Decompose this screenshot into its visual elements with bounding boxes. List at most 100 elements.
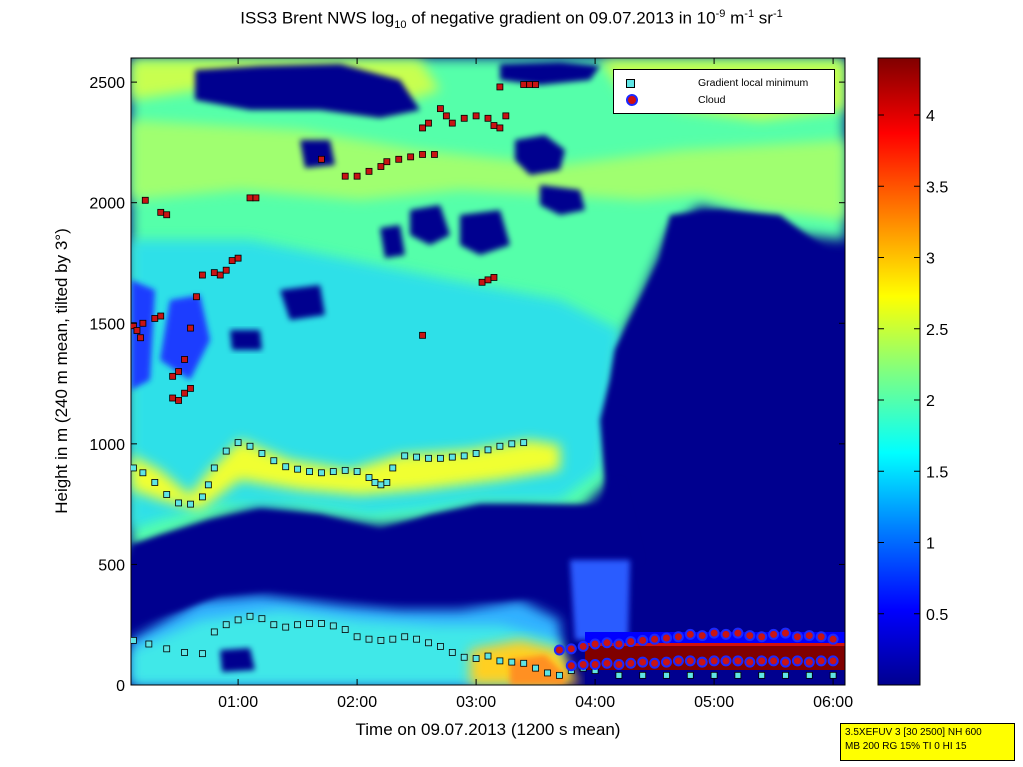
cloud-point [625, 657, 637, 669]
gradient-minimum-point [371, 479, 379, 486]
layer-point [395, 155, 403, 163]
legend: Gradient local minimum Cloud [613, 69, 835, 114]
gradient-minimum-point [175, 499, 183, 507]
layer-point [137, 334, 144, 342]
gradient-minimum-point [508, 658, 516, 666]
gradient-minimum-point [294, 465, 302, 473]
gradient-minimum-point [294, 621, 302, 629]
layer-point [341, 172, 349, 180]
colorbar-tick-label: 3.5 [926, 179, 948, 196]
gradient-minimum-point [139, 469, 147, 477]
colorbar-axis: 0.5 1 1.5 2 2.5 3 3.5 4 [878, 108, 948, 624]
layer-point [460, 114, 468, 122]
cloud-point [589, 638, 601, 650]
layer-point [131, 322, 137, 330]
layer-point [157, 312, 165, 320]
cloud-point [791, 655, 803, 667]
gradient-minimum-point [436, 643, 444, 650]
gradient-minimum-point [556, 671, 563, 679]
cloud-point [803, 656, 815, 668]
cloud-point [720, 655, 732, 667]
gradient-minimum-point [131, 464, 137, 472]
gradient-minimum-point [365, 635, 373, 643]
x-axis-label: Time on 09.07.2013 (1200 s mean) [356, 720, 621, 739]
layer-point [222, 266, 230, 274]
colorbar-tick-label: 1.5 [926, 464, 948, 481]
layer-point [169, 372, 177, 380]
cloud-point [708, 627, 720, 639]
cloud-point [637, 656, 649, 668]
gradient-minimum-point [520, 659, 528, 667]
legend-item-gradient-minimum: Gradient local minimum [626, 76, 808, 90]
layer-point [353, 172, 361, 180]
gradient-minimum-point [353, 468, 361, 475]
layer-point [210, 269, 218, 277]
layer-point [228, 257, 236, 264]
colorbar-tick-label: 4 [926, 108, 935, 125]
cloud-point [696, 630, 708, 642]
layer-point [407, 153, 415, 161]
cloud-point [732, 627, 744, 639]
cloud-point [553, 644, 565, 656]
gradient-minimum-point [389, 635, 397, 643]
gradient-minimum-point [222, 447, 230, 455]
cyan-square-icon [626, 78, 635, 88]
x-tick-label: 02:00 [337, 694, 377, 711]
layer-point [198, 271, 206, 279]
cloud-point [768, 628, 780, 640]
layer-point [181, 356, 188, 363]
gradient-minimum-point [258, 615, 266, 623]
gradient-minimum-point [306, 620, 313, 627]
gradient-minimum-point [258, 450, 266, 457]
layer-point [496, 124, 504, 132]
gradient-minimum-point [472, 450, 480, 457]
gradient-minimum-point [734, 671, 742, 679]
gradient-minimum-point [341, 626, 349, 633]
gradient-minimum-point [329, 622, 337, 630]
layer-point [169, 394, 177, 402]
layer-point [163, 211, 171, 219]
gradient-minimum-point [460, 452, 468, 460]
layer-point [419, 124, 426, 132]
gradient-minimum-point [317, 620, 325, 627]
cloud-point [649, 657, 661, 669]
colorbar-tick-label: 0.5 [926, 607, 948, 624]
x-axis: 01:00 02:00 03:00 04:00 05:00 06:00 [218, 58, 853, 711]
layer-point [496, 83, 504, 91]
cloud-point [803, 630, 815, 642]
gradient-minimum-point [496, 442, 504, 450]
gradient-minimum-point [829, 671, 837, 679]
colorbar-tick-label: 2.5 [926, 322, 948, 339]
layer-point [425, 119, 432, 127]
gradient-minimum-point [805, 671, 813, 679]
layer-point [502, 112, 510, 120]
gradient-minimum-point [317, 469, 325, 477]
gradient-minimum-point [710, 671, 718, 679]
layer-point [448, 119, 456, 127]
cloud-point [601, 657, 613, 669]
cloud-point [756, 631, 768, 643]
layer-point [484, 276, 492, 284]
legend-item-cloud: Cloud [626, 93, 725, 107]
colorbar-tick-label: 2 [926, 393, 935, 410]
gradient-minimum-point [282, 463, 290, 471]
gradient-minimum-point [353, 633, 361, 641]
gradient-minimum-point [782, 671, 789, 679]
legend-label: Gradient local minimum [698, 77, 809, 89]
y-axis-label: Height in m (240 m mean, tilted by 3°) [52, 228, 71, 514]
layer-point [252, 194, 260, 202]
gradient-minimum-point [484, 446, 492, 454]
info-line-1: 3.5XEFUV 3 [30 2500] NH 600 [845, 727, 982, 738]
layer-point [133, 327, 141, 334]
layer-point [317, 155, 325, 163]
gradient-minimum-point [448, 453, 456, 461]
gradient-minimum-point [270, 621, 278, 629]
cloud-point [708, 655, 720, 667]
layer-point [181, 389, 188, 397]
gradient-minimum-point [401, 633, 409, 641]
layer-point [490, 274, 498, 281]
gradient-minimum-point [365, 474, 373, 482]
layer-point [419, 331, 426, 339]
layer-point [175, 397, 183, 404]
